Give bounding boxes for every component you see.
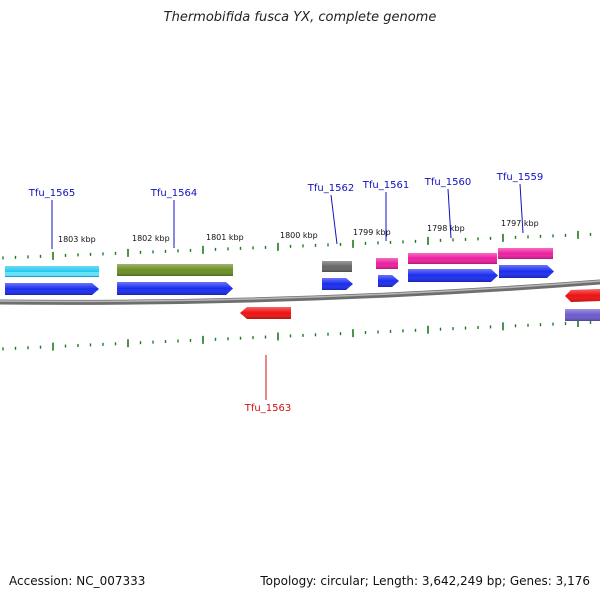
gene-arrow[interactable] [117, 282, 233, 295]
gene-leader-line [330, 194, 338, 245]
category-bar [376, 258, 398, 269]
kbp-label: 1801 kbp [206, 233, 244, 242]
gene-arrow[interactable] [408, 269, 498, 282]
partial-features [565, 289, 600, 321]
gene-label[interactable]: Tfu_1563 [244, 403, 291, 414]
category-bar [498, 248, 553, 259]
gene-label[interactable]: Tfu_1559 [496, 172, 543, 183]
category-bars [5, 248, 553, 277]
backbone-highlight [0, 280, 600, 303]
accession-label: Accession: NC_007333 [9, 574, 146, 588]
gene-label[interactable]: Tfu_1560 [424, 177, 471, 188]
gene-labels: Tfu_1565 Tfu_1564 Tfu_1562 Tfu_1561 Tfu_1560… [28, 172, 543, 414]
partial-category-bar-purple [565, 309, 600, 321]
category-bar [408, 253, 497, 264]
gene-arrow[interactable] [240, 307, 291, 319]
gene-arrows [5, 265, 554, 319]
gene-leader-line [519, 183, 524, 234]
gene-arrow[interactable] [378, 275, 399, 287]
gene-arrow[interactable] [5, 283, 99, 295]
category-bar [322, 261, 352, 272]
gene-arrow[interactable] [322, 278, 353, 290]
backbone-line [0, 279, 600, 305]
category-bar [5, 266, 99, 277]
kbp-label: 1800 kbp [280, 231, 318, 240]
gene-label[interactable]: Tfu_1561 [362, 180, 409, 191]
partial-gene-arrow-red [565, 289, 600, 302]
kbp-label: 1797 kbp [501, 219, 539, 228]
gene-leader-line [447, 188, 452, 239]
gene-label[interactable]: Tfu_1565 [28, 188, 75, 199]
kbp-label: 1803 kbp [58, 235, 96, 244]
gene-label[interactable]: Tfu_1564 [150, 188, 197, 199]
gene-label[interactable]: Tfu_1562 [307, 183, 354, 194]
topology-summary: Topology: circular; Length: 3,642,249 bp… [260, 574, 590, 588]
gene-arrow[interactable] [499, 265, 554, 278]
tick-ring-outer [2, 230, 592, 260]
kbp-label: 1798 kbp [427, 224, 465, 233]
map-title: Thermobifida fusca YX, complete genome [163, 10, 437, 25]
genome-backbone [0, 279, 600, 305]
kbp-labels: 1803 kbp 1802 kbp 1801 kbp 1800 kbp 1799 kbp… [58, 219, 539, 244]
category-bar [117, 264, 233, 276]
kbp-label: 1799 kbp [353, 228, 391, 237]
category-bar-band [5, 272, 99, 276]
tick-ring-inner [2, 318, 592, 351]
kbp-label: 1802 kbp [132, 234, 170, 243]
